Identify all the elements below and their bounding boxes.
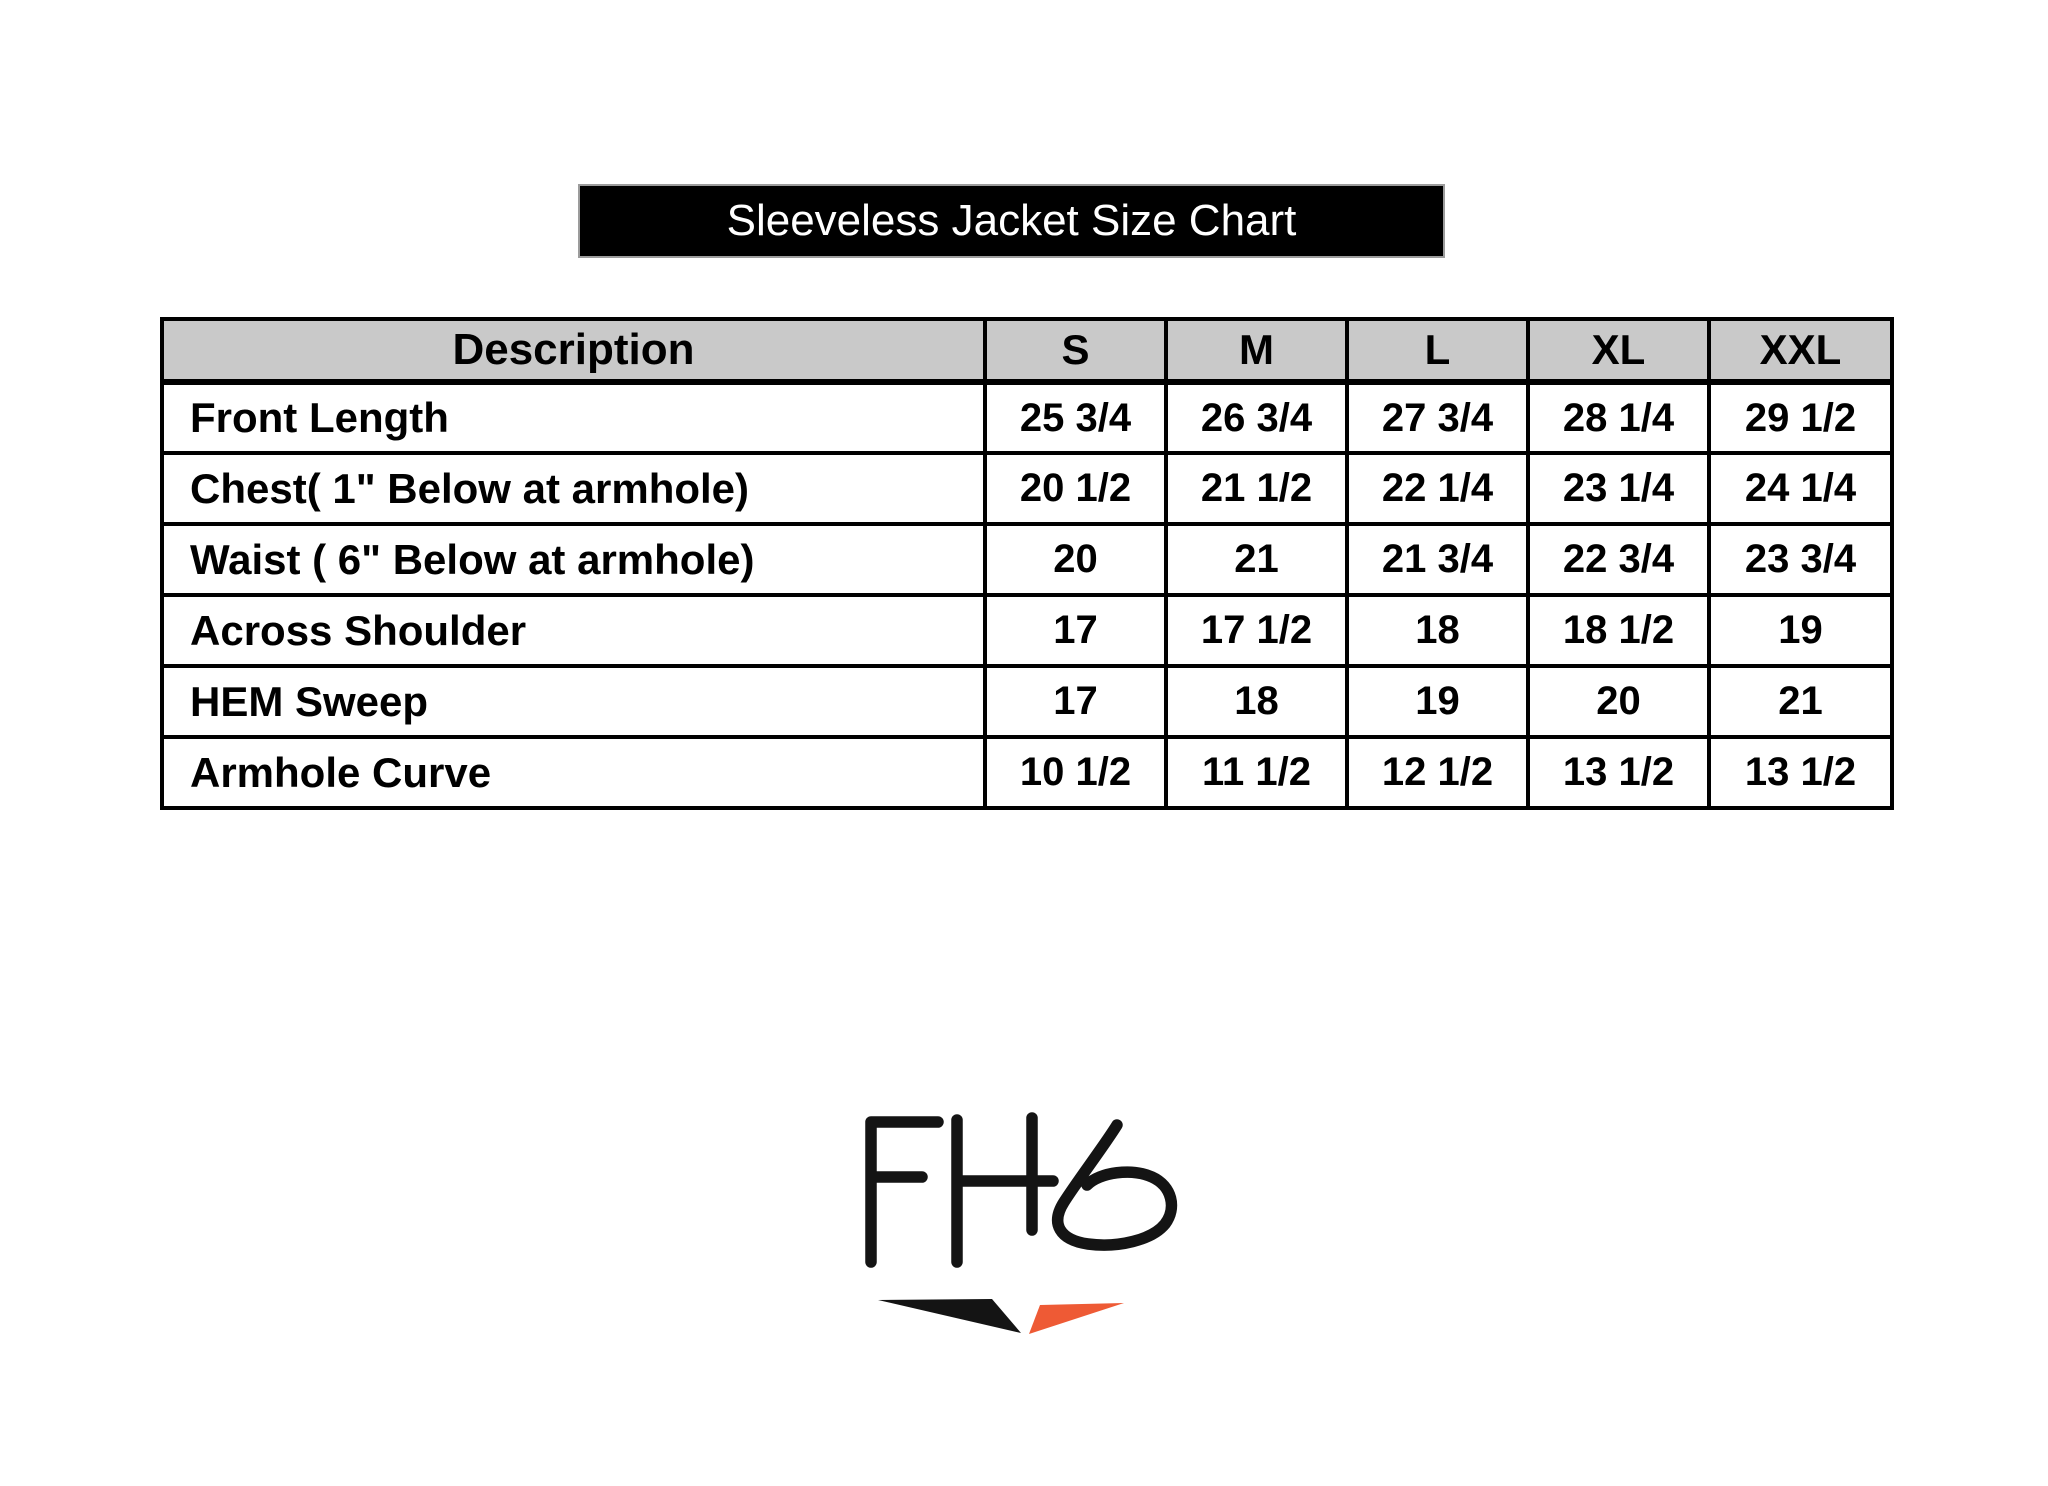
table-row: Across Shoulder 17 17 1/2 18 18 1/2 19 xyxy=(160,593,1894,668)
column-header-xxl: XXL xyxy=(1707,317,1894,385)
logo-letter-s xyxy=(1052,1119,1178,1251)
table-row: Chest( 1" Below at armhole) 20 1/2 21 1/2 2… xyxy=(160,451,1894,526)
row-label: Armhole Curve xyxy=(160,735,987,810)
row-label: Chest( 1" Below at armhole) xyxy=(160,451,987,526)
size-value: 23 3/4 xyxy=(1707,522,1894,597)
size-value: 22 3/4 xyxy=(1526,522,1711,597)
size-chart-table: Description S M L XL XXL Front Length 25 … xyxy=(160,317,1894,810)
column-header-description: Description xyxy=(160,317,987,385)
size-value: 26 3/4 xyxy=(1164,380,1349,455)
column-header-m: M xyxy=(1164,317,1349,385)
size-value: 20 xyxy=(983,522,1168,597)
fhs-logo xyxy=(865,1112,1178,1334)
logo-letter-h xyxy=(951,1112,1059,1268)
size-value: 10 1/2 xyxy=(983,735,1168,810)
size-value: 13 1/2 xyxy=(1526,735,1711,810)
table-row: Waist ( 6" Below at armhole) 20 21 21 3/4 22… xyxy=(160,522,1894,597)
size-value: 17 xyxy=(983,664,1168,739)
size-value: 21 xyxy=(1707,664,1894,739)
row-label: Waist ( 6" Below at armhole) xyxy=(160,522,987,597)
size-value: 24 1/4 xyxy=(1707,451,1894,526)
page-title: Sleeveless Jacket Size Chart xyxy=(726,196,1297,245)
row-label: Across Shoulder xyxy=(160,593,987,668)
size-value: 18 xyxy=(1345,593,1530,668)
size-value: 23 1/4 xyxy=(1526,451,1711,526)
column-header-l: L xyxy=(1345,317,1530,385)
header-row: Description S M L XL XXL xyxy=(160,317,1894,385)
size-value: 17 1/2 xyxy=(1164,593,1349,668)
size-value: 20 1/2 xyxy=(983,451,1168,526)
size-value: 22 1/4 xyxy=(1345,451,1530,526)
logo-swoosh-orange-icon xyxy=(1029,1303,1124,1334)
column-header-xl: XL xyxy=(1526,317,1711,385)
size-value: 12 1/2 xyxy=(1345,735,1530,810)
table-row: HEM Sweep 17 18 19 20 21 xyxy=(160,664,1894,739)
size-value: 11 1/2 xyxy=(1164,735,1349,810)
size-value: 28 1/4 xyxy=(1526,380,1711,455)
size-value: 18 xyxy=(1164,664,1349,739)
size-value: 13 1/2 xyxy=(1707,735,1894,810)
size-value: 17 xyxy=(983,593,1168,668)
size-value: 20 xyxy=(1526,664,1711,739)
row-label: HEM Sweep xyxy=(160,664,987,739)
table-row: Armhole Curve 10 1/2 11 1/2 12 1/2 13 1/2 13 … xyxy=(160,735,1894,810)
column-header-s: S xyxy=(983,317,1168,385)
size-value: 27 3/4 xyxy=(1345,380,1530,455)
table-row: Front Length 25 3/4 26 3/4 27 3/4 28 1/4 29 1… xyxy=(160,380,1894,455)
size-value: 19 xyxy=(1345,664,1530,739)
size-value: 25 3/4 xyxy=(983,380,1168,455)
size-value: 21 1/2 xyxy=(1164,451,1349,526)
size-value: 21 3/4 xyxy=(1345,522,1530,597)
title-bar: Sleeveless Jacket Size Chart xyxy=(578,184,1445,258)
size-value: 18 1/2 xyxy=(1526,593,1711,668)
size-value: 29 1/2 xyxy=(1707,380,1894,455)
row-label: Front Length xyxy=(160,380,987,455)
logo-swoosh-black-icon xyxy=(878,1299,1021,1333)
logo-letter-f xyxy=(865,1116,944,1268)
size-value: 19 xyxy=(1707,593,1894,668)
size-value: 21 xyxy=(1164,522,1349,597)
